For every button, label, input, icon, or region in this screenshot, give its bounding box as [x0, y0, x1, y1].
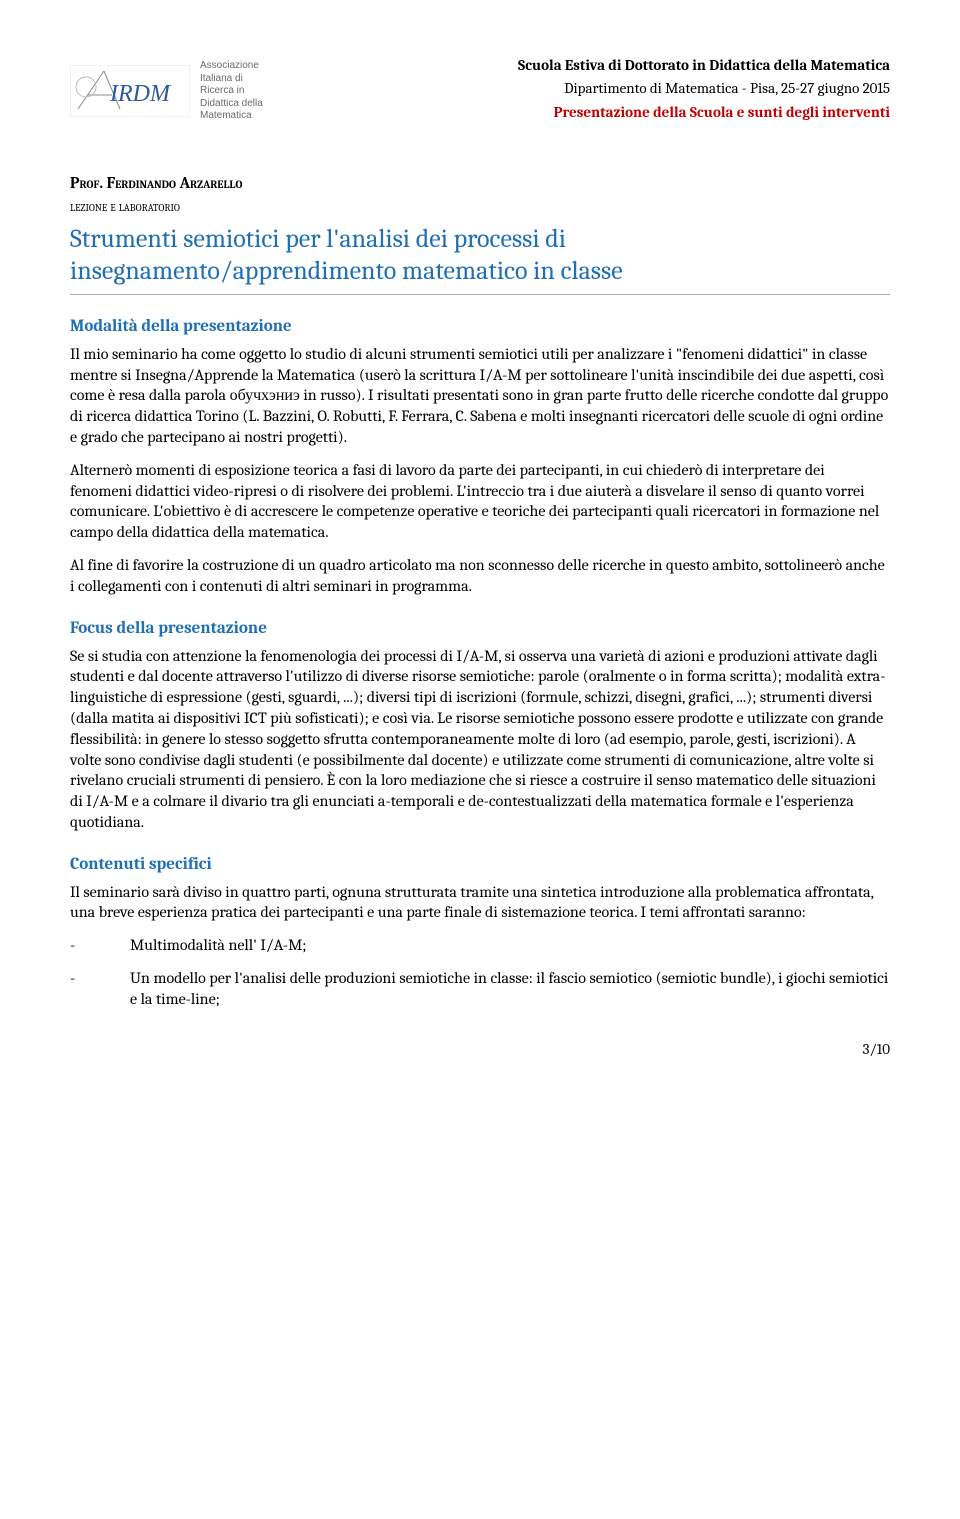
list-item: -Un modello per l'analisi delle produzio…: [70, 968, 890, 1010]
paragraph: Alternerò momenti di esposizione teorica…: [70, 460, 890, 543]
session-type: lezione e laboratorio: [70, 198, 890, 215]
header-line-1: Scuola Estiva di Dottorato in Didattica …: [518, 54, 890, 77]
logo-line: Didattica della: [200, 98, 263, 111]
section-heading-focus: Focus della presentazione: [70, 619, 890, 638]
list-item: -Multimodalità nell' I/A-M;: [70, 935, 890, 956]
list-item-text: Un modello per l'analisi delle produzion…: [130, 969, 888, 1008]
page-number: 3/10: [70, 1040, 890, 1058]
header-line-2: Dipartimento di Matematica - Pisa, 25-27…: [518, 77, 890, 100]
section-heading-modalita: Modalità della presentazione: [70, 317, 890, 336]
section-heading-contenuti: Contenuti specifici: [70, 855, 890, 874]
paragraph: Il mio seminario ha come oggetto lo stud…: [70, 344, 890, 448]
list-item-text: Multimodalità nell' I/A-M;: [130, 936, 307, 954]
logo-line: Associazione: [200, 60, 263, 73]
logo-line: Italiana di: [200, 73, 263, 86]
logo-block: IRDM Associazione Italiana di Ricerca in…: [70, 54, 263, 123]
logo-association-text: Associazione Italiana di Ricerca in Dida…: [200, 60, 263, 123]
page-header: IRDM Associazione Italiana di Ricerca in…: [70, 54, 890, 124]
page: IRDM Associazione Italiana di Ricerca in…: [0, 0, 960, 1098]
logo-line: Matematica: [200, 110, 263, 123]
svg-text:IRDM: IRDM: [109, 81, 172, 107]
header-titles: Scuola Estiva di Dottorato in Didattica …: [518, 54, 890, 124]
paragraph: Se si studia con attenzione la fenomenol…: [70, 646, 890, 833]
author-name: Prof. Ferdinando Arzarello: [70, 174, 890, 192]
logo-line: Ricerca in: [200, 85, 263, 98]
header-line-3: Presentazione della Scuola e sunti degli…: [518, 101, 890, 124]
paragraph: Il seminario sarà diviso in quattro part…: [70, 882, 890, 924]
airdm-logo-icon: IRDM: [70, 65, 190, 117]
paragraph: Al fine di favorire la costruzione di un…: [70, 555, 890, 597]
content-title: Strumenti semiotici per l'analisi dei pr…: [70, 223, 890, 295]
